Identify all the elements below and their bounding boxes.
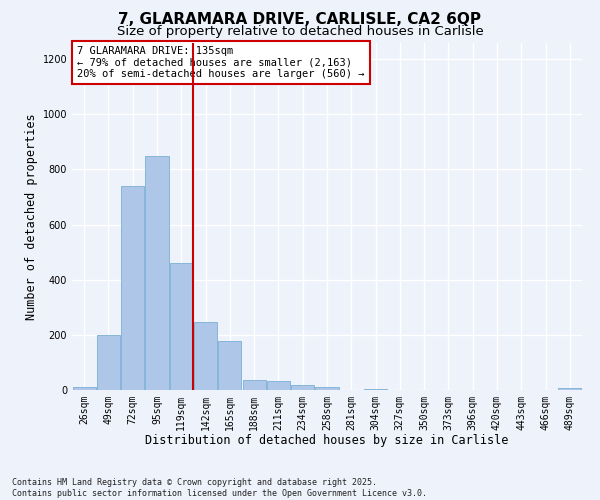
X-axis label: Distribution of detached houses by size in Carlisle: Distribution of detached houses by size … [145, 434, 509, 448]
Text: 7 GLARAMARA DRIVE: 135sqm
← 79% of detached houses are smaller (2,163)
20% of se: 7 GLARAMARA DRIVE: 135sqm ← 79% of detac… [77, 46, 365, 79]
Bar [97, 335, 120, 390]
Bar [291, 385, 314, 390]
Bar [242, 380, 266, 390]
Bar [73, 387, 95, 390]
Text: 7, GLARAMARA DRIVE, CARLISLE, CA2 6QP: 7, GLARAMARA DRIVE, CARLISLE, CA2 6QP [119, 12, 482, 28]
Bar [194, 322, 217, 390]
Text: Size of property relative to detached houses in Carlisle: Size of property relative to detached ho… [116, 25, 484, 38]
Y-axis label: Number of detached properties: Number of detached properties [25, 113, 38, 320]
Bar [218, 341, 241, 390]
Bar [145, 156, 169, 390]
Text: Contains HM Land Registry data © Crown copyright and database right 2025.
Contai: Contains HM Land Registry data © Crown c… [12, 478, 427, 498]
Bar [121, 186, 144, 390]
Bar [316, 387, 338, 390]
Bar [559, 388, 581, 390]
Bar [364, 389, 387, 390]
Bar [170, 263, 193, 390]
Bar [267, 381, 290, 390]
